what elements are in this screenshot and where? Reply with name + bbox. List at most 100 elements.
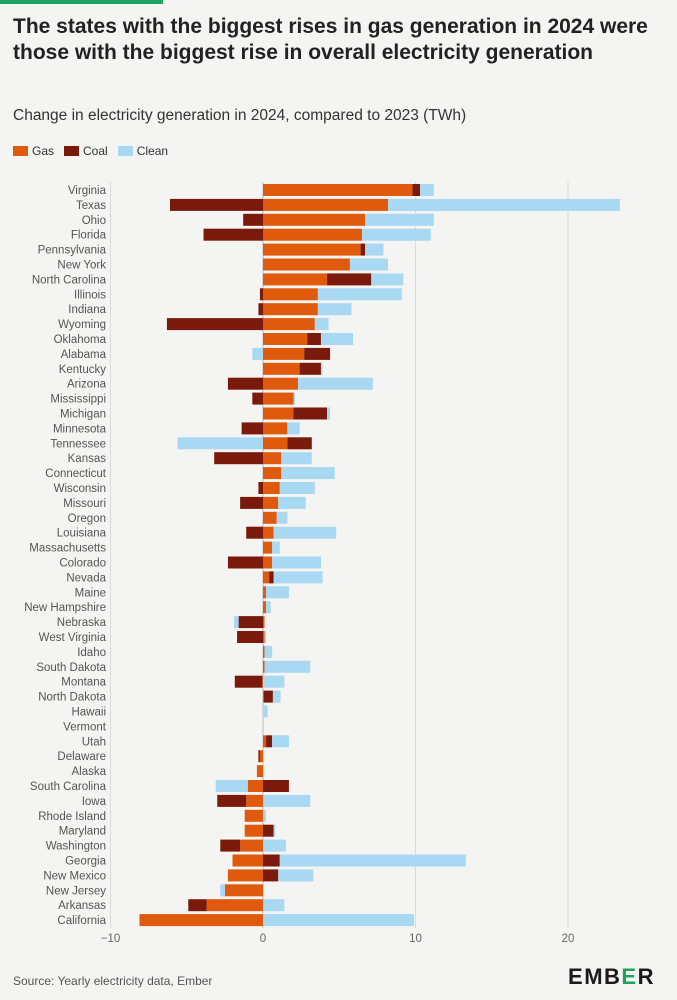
- category-label: Ohio: [82, 215, 106, 227]
- bar-gas: [263, 616, 265, 629]
- legend-label-clean: Clean: [136, 144, 169, 158]
- bar-clean: [320, 333, 353, 345]
- bar-gas: [263, 660, 265, 673]
- bar-clean: [317, 303, 352, 316]
- bar-clean: [287, 422, 300, 435]
- bar-clean: [272, 735, 289, 748]
- bar-clean: [371, 273, 404, 286]
- bar-gas: [263, 377, 299, 390]
- bar-coal: [266, 735, 273, 748]
- bar-clean: [320, 362, 323, 375]
- category-label: Montana: [61, 677, 106, 689]
- bar-clean: [177, 437, 263, 450]
- bar-clean: [278, 869, 314, 882]
- category-label: Washington: [46, 841, 106, 853]
- bar-clean: [263, 809, 267, 822]
- bar-coal: [258, 303, 263, 316]
- legend-item-coal: Coal: [64, 144, 108, 158]
- bar-clean: [234, 616, 239, 629]
- bar-coal: [263, 824, 274, 837]
- logo-text-suffix: R: [637, 964, 655, 989]
- bar-gas: [139, 914, 263, 927]
- bar-coal: [240, 496, 263, 509]
- bar-gas: [227, 869, 263, 882]
- logo-e-mark: E: [621, 964, 638, 989]
- bar-gas: [246, 794, 263, 807]
- bar-coal: [237, 631, 263, 643]
- stacked-bar-chart: Virginia Texas Ohio Florida Pennsylvania New …: [24, 182, 620, 945]
- bar-clean: [272, 541, 280, 554]
- legend-label-coal: Coal: [83, 144, 108, 158]
- bar-gas: [259, 750, 263, 763]
- bar-clean: [264, 660, 311, 673]
- category-label: Arkansas: [58, 900, 106, 912]
- bar-coal: [263, 869, 279, 882]
- bar-gas: [206, 899, 263, 912]
- source-note: Source: Yearly electricity data, Ember: [13, 974, 213, 988]
- category-label: Oregon: [68, 513, 106, 525]
- bar-clean: [278, 496, 306, 509]
- bar-gas: [263, 526, 274, 539]
- bar-coal: [217, 794, 247, 807]
- category-label: Wisconsin: [54, 483, 106, 495]
- category-label: Michigan: [60, 409, 106, 421]
- bar-gas: [263, 601, 267, 614]
- bar-gas: [263, 392, 294, 405]
- category-label: Nevada: [66, 572, 106, 584]
- bar-coal: [220, 839, 241, 852]
- category-labels: Virginia Texas Ohio Florida Pennsylvania New …: [24, 185, 107, 927]
- bar-gas: [247, 780, 263, 792]
- bar-gas: [263, 735, 267, 748]
- bar-coal: [307, 333, 321, 345]
- bar-gas: [263, 496, 279, 509]
- bar-gas: [263, 347, 305, 360]
- bar-gas: [263, 422, 288, 435]
- bar-coal: [241, 422, 263, 435]
- bar-clean: [266, 586, 289, 599]
- bar-coal: [166, 318, 263, 331]
- bar-gas: [263, 690, 264, 703]
- bar-coal: [234, 675, 263, 688]
- x-tick-label: −10: [101, 933, 121, 945]
- bar-gas: [263, 482, 280, 494]
- category-label: New Hampshire: [24, 602, 106, 614]
- bar-clean: [281, 467, 335, 480]
- bar-clean: [365, 243, 384, 256]
- chart-subtitle: Change in electricity generation in 2024…: [13, 107, 467, 124]
- bar-gas: [263, 586, 267, 599]
- category-label: Maine: [75, 587, 106, 599]
- category-label: New Mexico: [43, 870, 106, 882]
- category-label: Kansas: [68, 453, 107, 465]
- bar-coal: [238, 616, 263, 629]
- bar-gas: [263, 288, 318, 301]
- bar-clean: [263, 720, 264, 733]
- category-label: Illinois: [74, 289, 106, 301]
- bar-coal: [188, 899, 207, 912]
- bar-coal: [246, 526, 263, 539]
- category-label: Delaware: [57, 751, 106, 763]
- category-label: Mississippi: [50, 394, 106, 406]
- bar-gas: [263, 437, 288, 450]
- bar-gas: [263, 184, 413, 196]
- category-label: Maryland: [59, 826, 106, 838]
- bar-coal: [227, 377, 263, 390]
- bar-clean: [276, 511, 288, 524]
- bar-gas: [263, 333, 308, 345]
- category-label: South Dakota: [36, 662, 106, 674]
- legend-swatch-gas: [13, 146, 28, 156]
- chart-legend: Gas Coal Clean: [13, 144, 168, 158]
- bar-clean: [298, 377, 373, 390]
- bar-clean: [263, 839, 286, 852]
- bar-clean: [263, 914, 414, 927]
- bar-clean: [273, 824, 276, 837]
- category-label: Arizona: [67, 379, 107, 391]
- bar-clean: [266, 601, 271, 614]
- bar-gas: [232, 854, 263, 867]
- bar-coal: [263, 780, 289, 792]
- bar-gas: [263, 541, 273, 554]
- bar-clean: [349, 258, 389, 271]
- category-label: New Jersey: [46, 885, 106, 897]
- bar-clean: [264, 631, 267, 643]
- brand-accent-bar: [0, 0, 163, 4]
- category-label: Idaho: [77, 647, 106, 659]
